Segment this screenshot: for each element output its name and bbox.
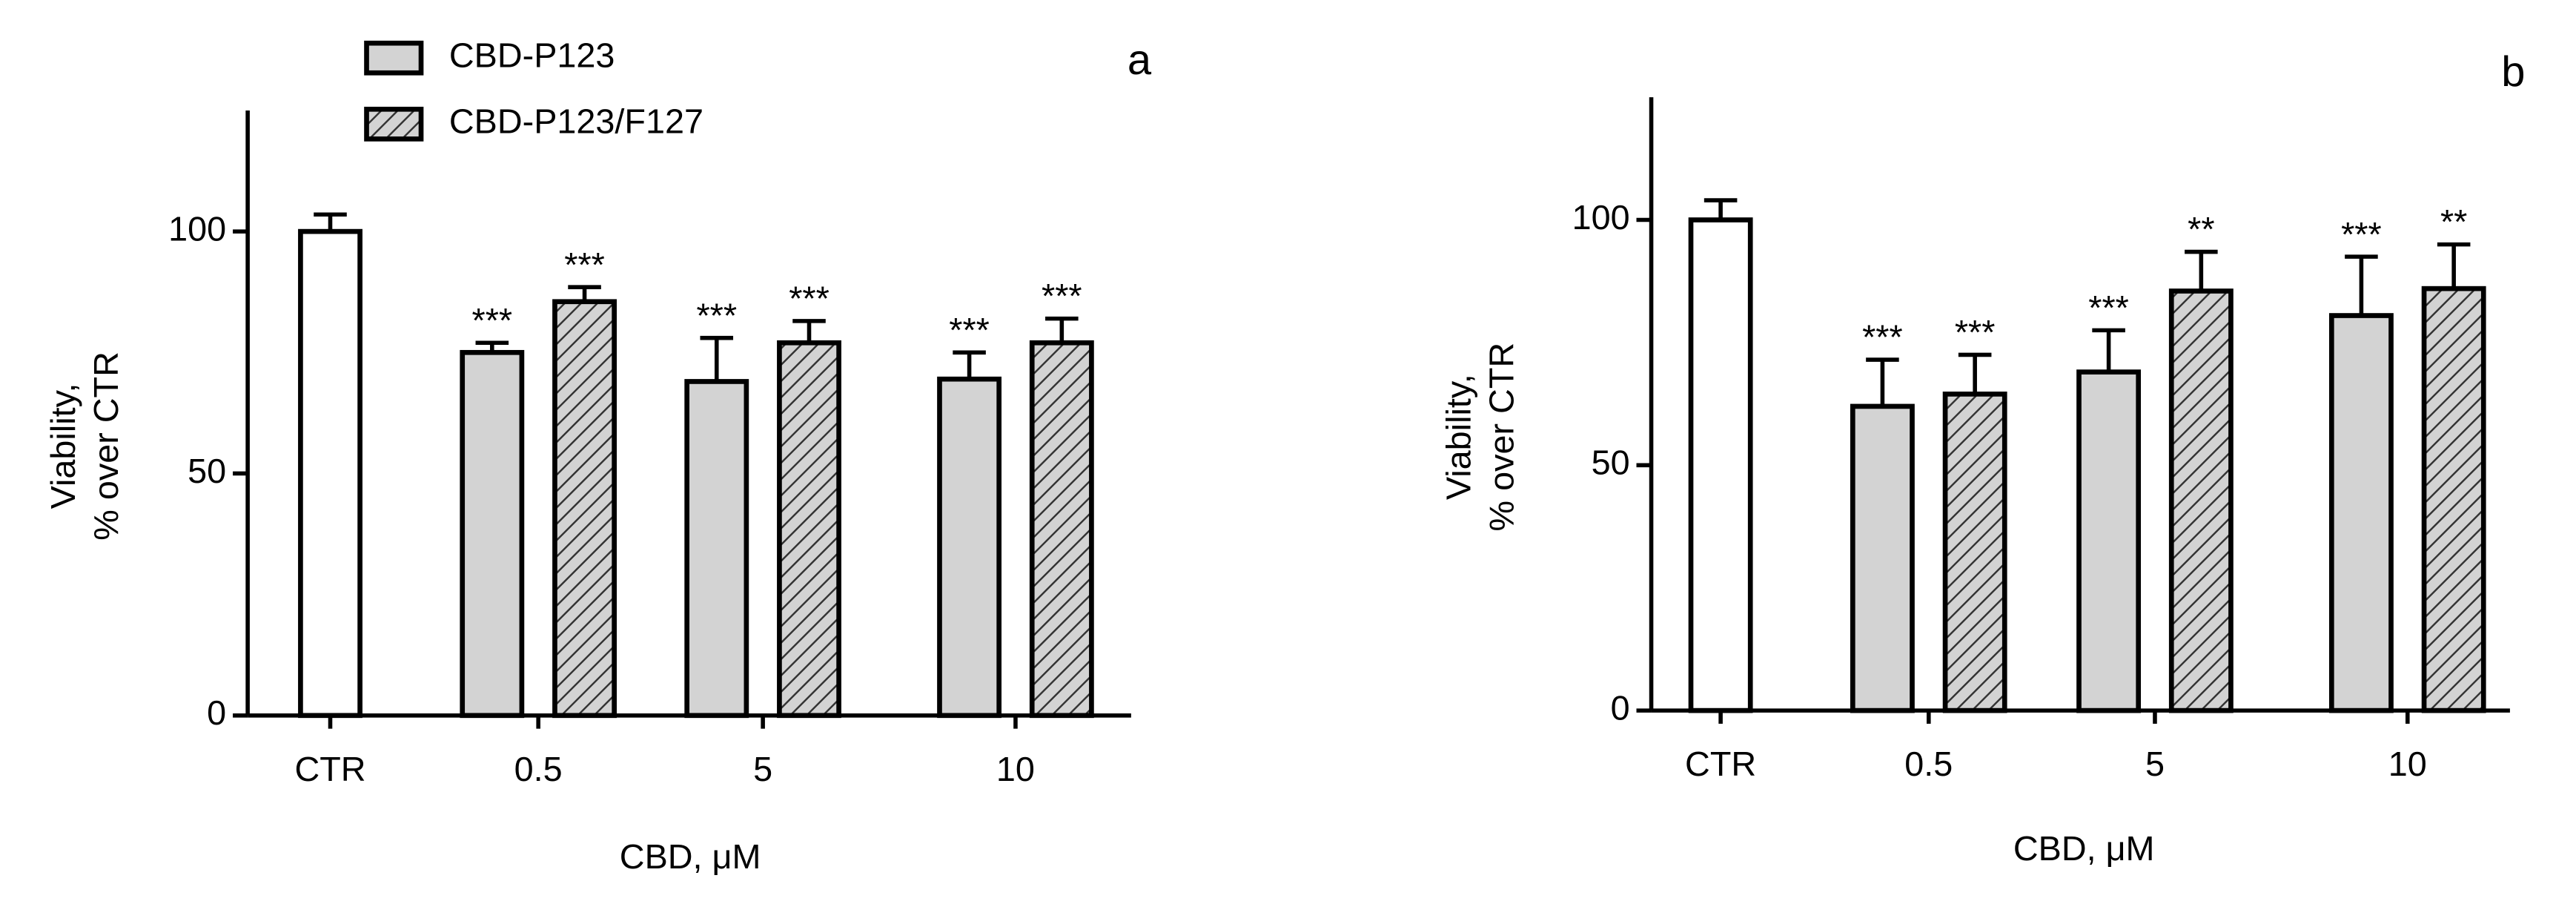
bar [298, 228, 362, 719]
x-tick-label: 0.5 [514, 750, 563, 788]
bar [2168, 288, 2234, 713]
bar [552, 299, 617, 719]
y-axis-label-line: % over CTR [87, 352, 125, 541]
panel-letter: a [1128, 36, 1152, 84]
significance-label: *** [472, 301, 513, 340]
bar [2421, 286, 2486, 713]
y-axis-label-line: Viability, [1440, 374, 1478, 500]
significance-label: *** [1862, 318, 1903, 357]
panel-letter: b [2501, 48, 2525, 96]
significance-label: *** [1955, 313, 1996, 352]
x-axis-label: CBD, μM [2013, 829, 2155, 868]
significance-label: *** [1042, 277, 1082, 315]
x-tick-label: 5 [753, 750, 772, 788]
legend-label: CBD-P123 [449, 36, 615, 75]
bar [937, 376, 1002, 719]
significance-label: *** [2341, 215, 2382, 254]
x-tick-label: 10 [996, 750, 1035, 788]
y-tick-label: 0 [207, 693, 226, 732]
bar [2328, 313, 2394, 713]
significance-label: *** [789, 279, 830, 317]
significance-label: *** [696, 296, 737, 334]
x-axis-label: CBD, μM [620, 837, 761, 876]
legend-swatch [364, 106, 424, 142]
bar [1688, 217, 1753, 713]
significance-label: *** [564, 245, 605, 284]
y-tick-label: 0 [1611, 688, 1630, 727]
legend-label: CBD-P123/F127 [449, 102, 703, 141]
bar [1850, 403, 1915, 713]
bar [1942, 392, 2007, 713]
x-tick-label: CTR [1685, 745, 1756, 783]
legend-swatch [364, 40, 424, 76]
bar [684, 379, 749, 719]
y-axis-label-line: % over CTR [1483, 343, 1521, 532]
y-tick-label: 100 [168, 209, 226, 248]
significance-label: *** [949, 311, 990, 349]
bar [460, 349, 525, 719]
significance-label: *** [2088, 288, 2129, 327]
significance-label: ** [2440, 202, 2467, 241]
x-tick-label: 5 [2145, 745, 2165, 783]
y-tick-label: 50 [188, 452, 226, 490]
y-axis-label: Viability,% over CTR [1440, 343, 1521, 532]
bar [2076, 369, 2142, 713]
bar [777, 340, 841, 719]
y-axis-label-line: Viability, [44, 383, 82, 509]
x-tick-label: CTR [294, 750, 365, 788]
y-axis-label: Viability,% over CTR [44, 352, 125, 541]
bar [1029, 340, 1094, 719]
x-tick-label: 10 [2388, 745, 2427, 783]
x-tick-label: 0.5 [1904, 745, 1953, 783]
y-tick-label: 100 [1572, 198, 1630, 237]
significance-label: ** [2188, 210, 2214, 248]
y-tick-label: 50 [1592, 443, 1630, 482]
